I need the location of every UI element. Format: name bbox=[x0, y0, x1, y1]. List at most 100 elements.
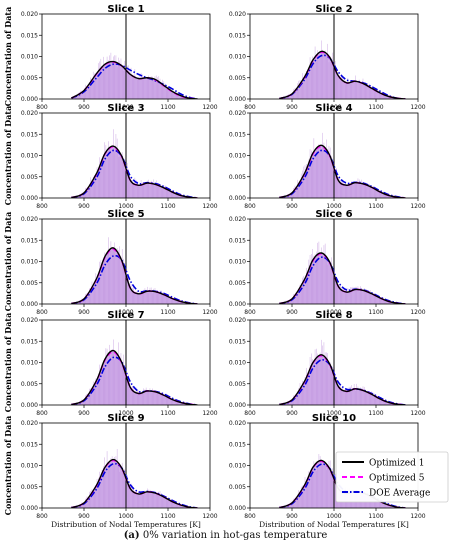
y-tick-label: 0.000 bbox=[229, 96, 246, 103]
x-tick-label: 900 bbox=[78, 309, 90, 316]
y-tick-label: 0.010 bbox=[21, 54, 38, 61]
series-line-doe-average bbox=[71, 462, 198, 508]
series-line-optimized-1 bbox=[279, 50, 406, 99]
y-tick-label: 0.020 bbox=[21, 110, 38, 117]
subplot-title: Slice 8 bbox=[315, 310, 352, 321]
plot-inner bbox=[71, 219, 198, 304]
plot-inner bbox=[71, 320, 198, 405]
y-tick-label: 0.015 bbox=[229, 441, 246, 448]
y-tick-label: 0.005 bbox=[21, 174, 38, 181]
series-line-optimized-1 bbox=[71, 458, 198, 508]
y-tick-label: 0.010 bbox=[229, 54, 246, 61]
series-line-doe-average bbox=[279, 359, 406, 405]
x-axis-label: Distribution of Nodal Temperatures [K] bbox=[259, 520, 409, 529]
x-tick-label: 1000 bbox=[118, 309, 133, 316]
y-tick-label: 0.005 bbox=[21, 381, 38, 388]
y-tick-label: 0.000 bbox=[21, 96, 38, 103]
y-tick-label: 0.020 bbox=[229, 11, 246, 18]
x-tick-label: 1200 bbox=[410, 104, 425, 111]
x-tick-label: 800 bbox=[244, 203, 256, 210]
x-tick-label: 900 bbox=[78, 203, 90, 210]
subplot-title: Slice 5 bbox=[107, 209, 144, 220]
y-tick-label: 0.000 bbox=[229, 505, 246, 512]
x-tick-label: 1000 bbox=[326, 513, 341, 520]
x-tick-label: 1100 bbox=[160, 513, 175, 520]
x-tick-label: 1100 bbox=[368, 410, 383, 417]
x-tick-label: 1200 bbox=[202, 410, 217, 417]
y-tick-label: 0.015 bbox=[21, 441, 38, 448]
x-tick-label: 1200 bbox=[410, 410, 425, 417]
y-tick-label: 0.005 bbox=[229, 75, 246, 82]
subplot-title: Slice 7 bbox=[107, 310, 144, 321]
x-tick-label: 1100 bbox=[160, 410, 175, 417]
x-tick-label: 900 bbox=[78, 513, 90, 520]
series-line-optimized-1 bbox=[71, 247, 198, 304]
plot-inner bbox=[279, 219, 406, 304]
series-line-optimized-1 bbox=[279, 144, 406, 198]
series-line-doe-average bbox=[279, 256, 406, 304]
x-tick-label: 900 bbox=[78, 104, 90, 111]
subplot-title: Slice 6 bbox=[315, 209, 352, 220]
x-tick-label: 1000 bbox=[326, 104, 341, 111]
x-tick-label: 900 bbox=[286, 410, 298, 417]
subplot-title: Slice 2 bbox=[315, 4, 352, 15]
series-line-doe-average bbox=[279, 463, 406, 508]
series-line-doe-average bbox=[71, 149, 198, 198]
subplot-7: 800 900 1000 1100 1200 0.000 0.005 0.010 0.015 0.… bbox=[3, 310, 218, 417]
x-tick-label: 900 bbox=[78, 410, 90, 417]
x-tick-label: 800 bbox=[244, 309, 256, 316]
series-line-doe-average bbox=[279, 149, 406, 198]
x-tick-label: 1000 bbox=[118, 513, 133, 520]
y-tick-label: 0.010 bbox=[229, 259, 246, 266]
x-tick-label: 800 bbox=[244, 410, 256, 417]
x-tick-label: 1100 bbox=[160, 104, 175, 111]
y-tick-label: 0.020 bbox=[229, 317, 246, 324]
x-tick-label: 800 bbox=[36, 203, 48, 210]
x-tick-label: 800 bbox=[36, 309, 48, 316]
y-tick-label: 0.020 bbox=[229, 110, 246, 117]
caption-tag: (a) bbox=[123, 530, 140, 541]
plot-inner bbox=[70, 14, 198, 99]
y-tick-label: 0.005 bbox=[21, 484, 38, 491]
subplot-2: 800 900 1000 1100 1200 0.000 0.005 0.010 0.015 0.… bbox=[229, 4, 426, 111]
subplot-9: 800 900 1000 1100 1200 0.000 0.005 0.010 0.015 0.… bbox=[3, 413, 218, 529]
x-tick-label: 1100 bbox=[368, 104, 383, 111]
y-tick-label: 0.000 bbox=[21, 195, 38, 202]
subplot-8: 800 900 1000 1100 1200 0.000 0.005 0.010 0.015 0.… bbox=[229, 310, 426, 417]
x-tick-label: 800 bbox=[36, 410, 48, 417]
y-tick-label: 0.015 bbox=[21, 237, 38, 244]
x-tick-label: 1000 bbox=[326, 203, 341, 210]
x-tick-label: 1000 bbox=[118, 104, 133, 111]
subplot-5: 800 900 1000 1100 1200 0.000 0.005 0.010 0.015 0.… bbox=[3, 209, 218, 316]
x-tick-label: 900 bbox=[286, 309, 298, 316]
x-axis-label: Distribution of Nodal Temperatures [K] bbox=[51, 520, 201, 529]
y-tick-label: 0.020 bbox=[229, 420, 246, 427]
y-tick-label: 0.010 bbox=[21, 463, 38, 470]
y-tick-label: 0.020 bbox=[229, 216, 246, 223]
y-tick-label: 0.010 bbox=[229, 360, 246, 367]
y-tick-label: 0.010 bbox=[229, 153, 246, 160]
y-tick-label: 0.020 bbox=[21, 11, 38, 18]
histogram-fill bbox=[71, 61, 198, 99]
x-tick-label: 900 bbox=[286, 104, 298, 111]
x-tick-label: 800 bbox=[36, 513, 48, 520]
y-axis-label: Concentration of Data bbox=[3, 313, 13, 413]
y-tick-label: 0.005 bbox=[229, 174, 246, 181]
x-tick-label: 1100 bbox=[368, 203, 383, 210]
subplot-title: Slice 10 bbox=[312, 413, 356, 424]
x-tick-label: 1200 bbox=[410, 513, 425, 520]
series-line-optimized-1 bbox=[71, 60, 198, 99]
series-line-doe-average bbox=[279, 54, 406, 99]
y-tick-label: 0.005 bbox=[21, 75, 38, 82]
y-tick-label: 0.020 bbox=[21, 420, 38, 427]
plot-inner bbox=[279, 113, 406, 198]
subplot-3: 800 900 1000 1100 1200 0.000 0.005 0.010 0.015 0.… bbox=[3, 103, 218, 210]
x-tick-label: 1200 bbox=[202, 104, 217, 111]
series-line-doe-average bbox=[71, 356, 198, 405]
legend: Optimized 1 Optimized 5 DOE Average bbox=[335, 451, 449, 503]
series-line-optimized-1 bbox=[279, 354, 406, 405]
y-axis-label: Concentration of Data bbox=[3, 106, 13, 206]
y-axis-label: Concentration of Data bbox=[3, 212, 13, 312]
y-tick-label: 0.010 bbox=[21, 259, 38, 266]
series-line-optimized-1 bbox=[71, 349, 198, 405]
